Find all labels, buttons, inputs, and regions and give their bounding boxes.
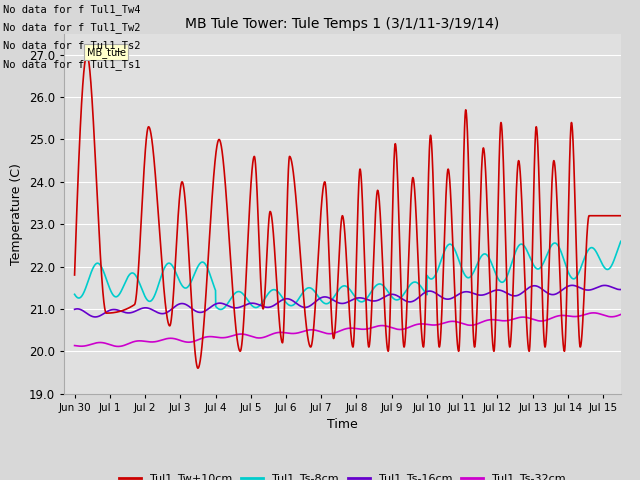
Text: MB_tule: MB_tule (87, 47, 126, 58)
Text: No data for f Tul1_Tw2: No data for f Tul1_Tw2 (3, 22, 141, 33)
X-axis label: Time: Time (327, 418, 358, 431)
Text: No data for f Tul1_Ts2: No data for f Tul1_Ts2 (3, 40, 141, 51)
Legend: Tul1_Tw+10cm, Tul1_Ts-8cm, Tul1_Ts-16cm, Tul1_Ts-32cm: Tul1_Tw+10cm, Tul1_Ts-8cm, Tul1_Ts-16cm,… (115, 469, 570, 480)
Title: MB Tule Tower: Tule Temps 1 (3/1/11-3/19/14): MB Tule Tower: Tule Temps 1 (3/1/11-3/19… (185, 17, 500, 31)
Text: No data for f Tul1_Tw4: No data for f Tul1_Tw4 (3, 4, 141, 15)
Y-axis label: Temperature (C): Temperature (C) (10, 163, 23, 264)
Text: No data for f Tul1_Ts1: No data for f Tul1_Ts1 (3, 59, 141, 70)
